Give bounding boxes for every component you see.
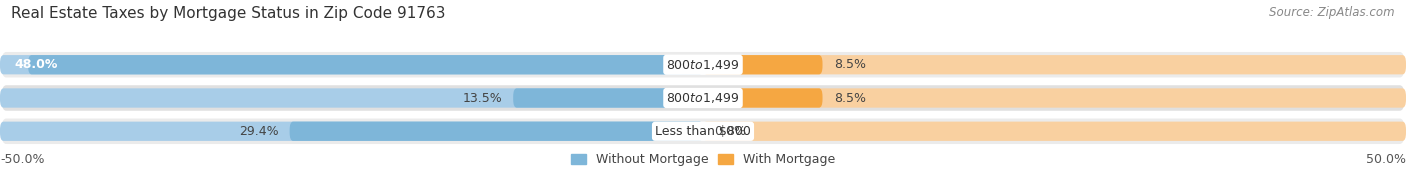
FancyBboxPatch shape [0, 55, 703, 74]
Legend: Without Mortgage, With Mortgage: Without Mortgage, With Mortgage [571, 153, 835, 166]
Text: 29.4%: 29.4% [239, 125, 278, 138]
Text: 50.0%: 50.0% [1367, 153, 1406, 166]
Text: 8.5%: 8.5% [834, 92, 866, 104]
FancyBboxPatch shape [0, 51, 1406, 79]
Text: Source: ZipAtlas.com: Source: ZipAtlas.com [1270, 6, 1395, 19]
Text: $800 to $1,499: $800 to $1,499 [666, 58, 740, 72]
Text: 8.5%: 8.5% [834, 58, 866, 71]
Text: Less than $800: Less than $800 [655, 125, 751, 138]
FancyBboxPatch shape [0, 84, 1406, 112]
FancyBboxPatch shape [703, 55, 1406, 74]
FancyBboxPatch shape [0, 88, 703, 108]
Text: $800 to $1,499: $800 to $1,499 [666, 91, 740, 105]
Text: 13.5%: 13.5% [463, 92, 502, 104]
Text: -50.0%: -50.0% [0, 153, 45, 166]
FancyBboxPatch shape [703, 122, 1406, 141]
Text: 48.0%: 48.0% [14, 58, 58, 71]
FancyBboxPatch shape [290, 122, 703, 141]
FancyBboxPatch shape [703, 55, 823, 74]
FancyBboxPatch shape [703, 88, 1406, 108]
FancyBboxPatch shape [0, 122, 703, 141]
FancyBboxPatch shape [513, 88, 703, 108]
FancyBboxPatch shape [28, 55, 703, 74]
Text: Real Estate Taxes by Mortgage Status in Zip Code 91763: Real Estate Taxes by Mortgage Status in … [11, 6, 446, 21]
Text: 0.0%: 0.0% [714, 125, 747, 138]
FancyBboxPatch shape [703, 88, 823, 108]
FancyBboxPatch shape [0, 117, 1406, 145]
